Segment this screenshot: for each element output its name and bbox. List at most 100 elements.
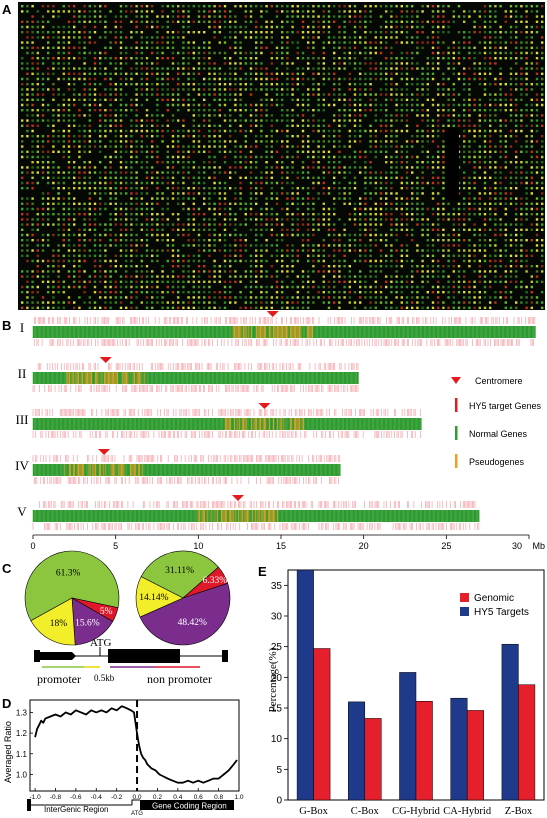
panel-label-c: C — [2, 561, 12, 576]
bar-hy5 — [296, 569, 314, 801]
bar-y-tick-label: 20 — [271, 673, 283, 684]
chromosome-II: II — [18, 357, 359, 392]
bar-category-label: CA-Hybrid — [443, 806, 492, 817]
bar-y-tick-label: 30 — [271, 612, 283, 623]
legend-normal-label: Normal Genes — [469, 429, 528, 439]
bar-category-label: CG-Hybrid — [392, 806, 441, 817]
y-tick-label: 1.0 — [16, 770, 28, 779]
axis-tick-label: 10 — [193, 541, 203, 551]
normal-genes — [32, 464, 341, 476]
x-tick-label: -0.2 — [111, 794, 123, 801]
hy5-genes-bottom — [33, 477, 339, 484]
region-left-end — [27, 799, 31, 811]
legend-hy5-targets-label: HY5 Targets — [474, 607, 529, 618]
hy5-genes-top — [32, 455, 341, 462]
microarray-image — [18, 2, 545, 310]
panel-label-b: B — [2, 318, 11, 333]
pie-slice-label: 31.11% — [165, 566, 194, 576]
microarray-dark-region — [445, 128, 459, 200]
region-diagram: InterGenic Region ATG Gene Coding Region — [27, 799, 234, 817]
pie-slice — [135, 576, 184, 618]
legend-hy5-targets-swatch — [460, 607, 469, 616]
bar-hy5 — [450, 697, 468, 801]
bar-chart-ylabel: Percentage(%) — [267, 647, 279, 712]
bar-y-tick-label: 15 — [271, 704, 283, 715]
bar-hy5 — [399, 672, 417, 801]
axis-tick-label: 0 — [30, 541, 35, 551]
legend-pseudo-label: Pseudogenes — [469, 457, 525, 467]
centromere-marker — [232, 495, 245, 501]
axis-tick-label: 15 — [276, 541, 286, 551]
x-tick-label: 0.2 — [153, 794, 162, 801]
bar-genomic — [364, 718, 382, 801]
legend-pseudo-swatch — [455, 454, 458, 468]
x-tick-label: -1.0 — [29, 794, 41, 801]
hy5-genes-bottom — [32, 431, 421, 438]
hy5-genes-bottom — [32, 523, 480, 530]
legend-hy5-swatch — [455, 398, 458, 412]
gene-left-exon — [34, 650, 40, 662]
pie-slice-label: 15.6% — [75, 619, 100, 629]
non-promoter-label: non promoter — [147, 672, 212, 686]
x-tick-label: 0.8 — [214, 794, 223, 801]
atg-arrow — [131, 799, 140, 805]
bar-category-label: C-Box — [351, 806, 380, 817]
chromosome-label: IV — [15, 458, 29, 473]
bar-y-tick-label: 5 — [276, 765, 282, 776]
pie-slice-label: 5% — [100, 607, 113, 617]
x-tick-label: -0.6 — [70, 794, 82, 801]
pie-slice — [24, 550, 120, 622]
centromere-marker — [98, 449, 111, 455]
bar-chart: Percentage(%) Genomic HY5 Targets 0 5 10 15… — [267, 569, 545, 817]
chromosome-legend: Centromere HY5 target Genes Normal Genes… — [451, 376, 542, 468]
normal-genes — [32, 510, 480, 522]
pseudogenes — [232, 326, 313, 338]
chromosome-label: I — [20, 320, 24, 335]
x-tick-label: 1.0 — [234, 794, 243, 801]
x-tick-label: -0.8 — [50, 794, 62, 801]
pseudogenes — [63, 464, 143, 476]
hy5-genes-top — [32, 409, 421, 416]
pie-slice — [30, 597, 76, 646]
pie-slice — [71, 597, 114, 646]
y-tick-label: 1.1 — [16, 750, 28, 759]
gene-right-exon — [222, 650, 228, 662]
bar-hy5 — [348, 701, 366, 801]
coding-block — [140, 800, 234, 810]
chromosome-V: V — [17, 495, 480, 530]
bar-y-tick-label: 0 — [276, 796, 282, 807]
x-tick-label: 0.4 — [173, 794, 182, 801]
legend-centromere-label: Centromere — [475, 376, 523, 386]
axis-tick-label: 5 — [113, 541, 118, 551]
hy5-genes-top — [37, 363, 359, 370]
line-chart-frame — [29, 699, 240, 792]
legend-normal-swatch — [455, 426, 458, 440]
pie-slice-label: 14.14% — [139, 593, 168, 603]
pie-chart-hy5: 31.11% 6.33% 48.42% 14.14% — [135, 550, 231, 646]
atg-region-label: ATG — [131, 811, 143, 817]
centromere-marker — [266, 311, 279, 317]
normal-genes — [32, 372, 359, 384]
panel-label-e: E — [258, 564, 267, 579]
pseudogenes — [224, 418, 304, 430]
pie-slice — [139, 582, 231, 646]
chromosome-label: V — [17, 504, 27, 519]
distance-label: 0.5kb — [94, 673, 115, 683]
normal-genes — [32, 326, 536, 338]
line-chart: Averaged Ratio -1.0 -0.8 -0.6 -0.4 -0.2 0.0 0.… — [3, 699, 244, 801]
chromosome-III: III — [16, 403, 422, 438]
x-tick-label: 0.6 — [194, 794, 203, 801]
gene-coding-block — [108, 649, 180, 663]
coding-label: Gene Coding Region — [152, 802, 227, 811]
bar-category-label: Z-Box — [505, 806, 533, 817]
atg-label: ATG — [90, 637, 111, 649]
pseudogenes — [197, 510, 278, 522]
hy5-genes-top — [33, 317, 536, 324]
chromosome-I: I — [20, 311, 536, 346]
microarray-spot-group — [21, 5, 544, 309]
legend-hy5-label: HY5 target Genes — [469, 401, 542, 411]
hy5-genes-top — [39, 501, 476, 508]
legend-genomic-label: Genomic — [474, 593, 514, 604]
pseudogenes — [66, 372, 146, 384]
